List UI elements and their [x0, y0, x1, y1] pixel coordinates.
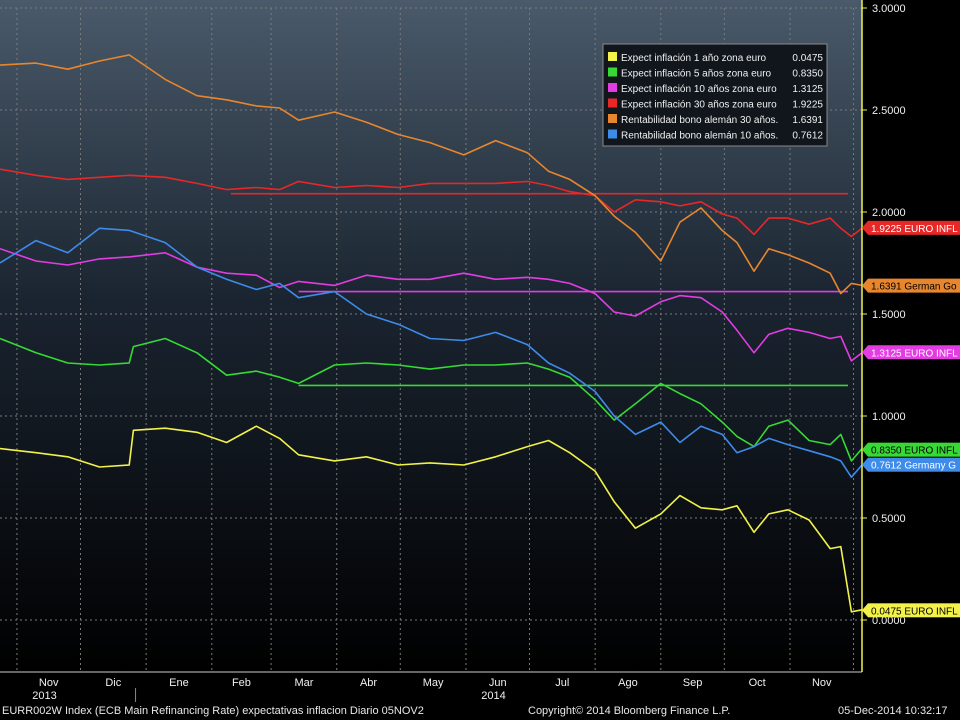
year-label: 2013: [32, 690, 56, 702]
footer-timestamp: 05-Dec-2014 10:32:17: [838, 705, 948, 717]
x-tick-label: Mar: [294, 677, 313, 689]
value-tag-pointer: [862, 278, 868, 293]
y-tick-label: 2.0000: [872, 207, 906, 219]
legend-swatch: [608, 52, 617, 61]
x-tick-label: May: [423, 677, 444, 689]
legend: Expect inflación 1 año zona euro 0.0475 Ex…: [602, 43, 828, 147]
x-tick-label: Nov: [39, 677, 59, 689]
legend-entry-value: 0.7612: [792, 131, 823, 142]
legend-swatch: [608, 129, 617, 139]
x-tick-label: Jun: [489, 677, 507, 689]
value-tag: [868, 603, 960, 618]
legend-entry-name: Expect inflación 30 años zona euro: [621, 100, 777, 111]
legend-swatch: [608, 98, 617, 108]
legend-entry-value: 1.6391: [792, 115, 823, 126]
series-line: [0, 247, 863, 362]
y-tick-label: 1.0000: [872, 411, 906, 423]
legend-entry-name: Expect inflación 1 año zona euro: [621, 53, 767, 64]
legend-swatch: [608, 83, 617, 92]
value-tag-label: 1.9225 EURO INFL: [871, 224, 958, 235]
value-tag-label: 1.6391 German Go: [871, 282, 957, 293]
legend-swatch: [608, 67, 617, 77]
y-tick-label: 1.5000: [872, 309, 906, 321]
value-tag-pointer: [862, 442, 868, 457]
value-tag: [868, 220, 960, 235]
legend-entry-value: 1.9225: [792, 100, 823, 111]
x-tick-label: Nov: [812, 677, 832, 689]
value-tag-pointer: [862, 603, 868, 618]
footer-source: EURR002W Index (ECB Main Refinancing Rat…: [2, 705, 424, 717]
series-line: [0, 425, 863, 613]
x-tick-label: Ene: [169, 677, 189, 689]
series-line: [0, 168, 863, 238]
y-tick-label: 0.5000: [872, 513, 906, 525]
footer: EURR002W Index (ECB Main Refinancing Rat…: [0, 702, 960, 720]
x-tick-label: Feb: [232, 677, 251, 689]
x-tick-label: Oct: [749, 677, 766, 689]
value-tag-label: 1.3125 EURO INFL: [871, 348, 958, 359]
series-line: [0, 227, 863, 479]
value-tag-label: 0.7612 Germany G: [871, 461, 956, 472]
x-tick-label: Jul: [555, 677, 569, 689]
reference-lines: [230, 192, 848, 387]
footer-copyright: Copyright© 2014 Bloomberg Finance L.P.: [528, 705, 731, 717]
value-tag: [868, 457, 960, 472]
legend-entry-name: Expect inflación 5 años zona euro: [621, 69, 772, 80]
legend-entry-value: 0.0475: [792, 53, 823, 64]
x-tick-label: Abr: [360, 677, 377, 689]
value-tag-label: 0.0475 EURO INFL: [871, 606, 958, 617]
series-layer: [0, 54, 863, 613]
x-tick-label: Dic: [105, 677, 121, 689]
value-tag-pointer: [862, 457, 868, 472]
legend-entry-name: Expect inflación 10 años zona euro: [621, 84, 777, 95]
legend-entry-name: Rentabilidad bono alemán 30 años.: [621, 115, 778, 126]
value-tag-label: 0.8350 EURO INFL: [871, 446, 958, 457]
axis-layer: 3.0000 2.5000 2.0000 1.5000 1.0000 0.5000 0.00…: [0, 0, 906, 702]
value-tag-pointer: [862, 220, 868, 235]
y-tick-label: 2.5000: [872, 105, 906, 117]
value-tag: [868, 278, 960, 293]
legend-swatch: [608, 114, 617, 123]
series-line: [0, 337, 863, 462]
legend-box: [602, 43, 828, 147]
legend-entry-value: 1.3125: [792, 84, 823, 95]
x-tick-label: Ago: [618, 677, 638, 689]
year-label: 2014: [481, 690, 505, 702]
value-tag: [868, 345, 960, 360]
value-tag: [868, 442, 960, 457]
value-tag-pointer: [862, 345, 868, 360]
y-tick-label: 3.0000: [872, 3, 906, 15]
x-tick-label: Sep: [683, 677, 703, 689]
value-tags: 1.9225 EURO INFL 1.6391 German Go 1.3125 E…: [862, 220, 960, 618]
legend-entry-name: Rentabilidad bono alemán 10 años.: [621, 131, 778, 142]
y-tick-label: 0.0000: [872, 615, 906, 627]
line-chart: 3.0000 2.5000 2.0000 1.5000 1.0000 0.5000 0.00…: [0, 0, 960, 702]
legend-entry-value: 0.8350: [792, 69, 823, 80]
series-line: [0, 54, 863, 295]
